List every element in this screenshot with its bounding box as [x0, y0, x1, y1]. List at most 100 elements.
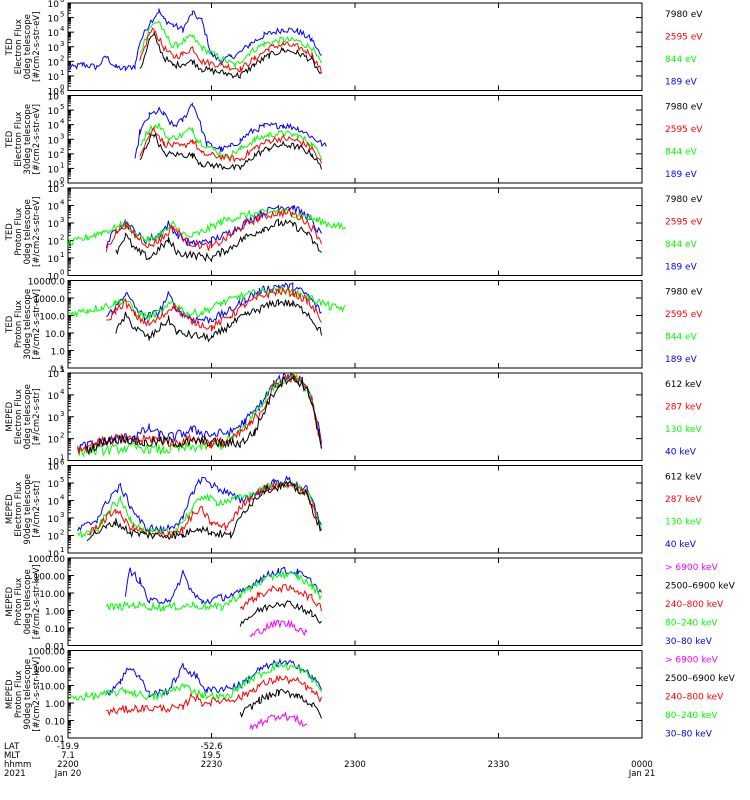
y-axis-label: Electron Flux	[14, 112, 24, 167]
legend-entry: 612 keV	[665, 380, 702, 390]
series-red	[239, 584, 322, 612]
legend-entry: 287 keV	[665, 495, 702, 505]
series-group	[134, 102, 327, 171]
legend-entry: 189 eV	[665, 355, 698, 365]
y-tick-exponent: 4	[60, 494, 65, 502]
y-tick-label: 10	[48, 273, 60, 283]
legend-entry: 2595 eV	[665, 33, 703, 43]
y-tick-label: 10	[48, 29, 60, 39]
y-axis-label: TED	[5, 315, 15, 334]
y-tick-label: 1.0	[51, 348, 66, 358]
series-group	[68, 658, 322, 731]
y-tick-label: 0.01	[45, 643, 65, 653]
legend-entry: 130 keV	[665, 425, 702, 435]
panel-4: 0.1 1.0 10.0 100.0 1000.0 10000.0 TED Proton Fl…	[5, 278, 703, 376]
y-axis-label: 30deg telescope	[23, 104, 33, 175]
y-tick-exponent: 5	[60, 11, 64, 19]
y-axis-label: Proton Flux	[14, 208, 24, 256]
y-tick-exponent: 5	[60, 181, 64, 189]
legend-entry: 7980 eV	[665, 10, 703, 20]
y-tick-label: 10	[48, 165, 60, 175]
y-axis-label: 30deg telescope	[23, 289, 33, 360]
legend-entry: 80–240 keV	[665, 619, 718, 629]
series-group	[68, 204, 346, 263]
legend-entry: 2500–6900 keV	[665, 582, 736, 592]
x-row-label: hhmm	[4, 760, 31, 770]
y-tick-label: 1000.00	[28, 555, 65, 565]
y-tick-label: 10	[48, 458, 60, 468]
legend-entry: 2595 eV	[665, 218, 703, 228]
x-tick-date: Jan 20	[54, 769, 82, 779]
legend-entry: 30–80 keV	[665, 730, 713, 740]
y-tick-label: 10	[48, 498, 60, 508]
panel-frame	[67, 187, 643, 276]
y-tick-label: 10	[48, 0, 60, 10]
series-group	[68, 282, 346, 343]
series-magenta	[249, 711, 308, 731]
y-tick-label: 10	[48, 392, 60, 402]
y-axis-label: TED	[5, 130, 15, 149]
x-tick-label: 0000	[631, 760, 653, 770]
y-tick-label: 10.00	[39, 683, 65, 693]
y-tick-label: 10	[48, 203, 60, 213]
series-red	[87, 480, 322, 538]
y-tick-label: 10	[48, 463, 60, 473]
y-axis-label: [#/cm2-s-str-eV]	[32, 289, 42, 359]
legend-entry: > 6900 keV	[665, 563, 719, 573]
x-tick-label: 2330	[488, 760, 510, 770]
series-green	[77, 373, 322, 458]
y-tick-exponent: 4	[60, 388, 65, 396]
panel-frame	[67, 95, 643, 184]
series-blue	[134, 102, 327, 159]
y-tick-exponent: 1	[60, 251, 64, 259]
x-tick-date: Jan 21	[628, 769, 656, 779]
y-axis-label: [#/cm2-s-str-keV]	[32, 657, 42, 732]
y-axis-label: [#/cm2-s-str-eV]	[32, 197, 42, 267]
y-axis-label: MEPED	[5, 679, 15, 709]
y-tick-exponent: 3	[60, 40, 64, 48]
y-tick-label: 10	[48, 185, 60, 195]
y-tick-label: 10	[48, 136, 60, 146]
panel-frame	[67, 280, 643, 369]
series-black	[139, 32, 322, 79]
y-tick-exponent: 6	[60, 0, 65, 4]
y-axis-label: Electron Flux	[14, 19, 24, 74]
y-tick-label: 10.0	[45, 330, 65, 340]
series-group	[105, 566, 322, 638]
y-tick-exponent: 1	[60, 69, 64, 77]
series-black	[115, 299, 322, 343]
legend-entry: 7980 eV	[665, 288, 703, 298]
y-tick-exponent: 2	[60, 234, 64, 242]
series-red	[106, 286, 322, 332]
y-axis-label: [#/cm2-s-str]	[32, 481, 42, 538]
y-tick-label: 0.10	[45, 625, 65, 635]
x-tick-mlt: 7.1	[61, 751, 75, 761]
panel-frame	[67, 465, 643, 554]
panel-frame	[67, 557, 643, 646]
y-axis-label: [#/cm2-s-str-eV]	[32, 104, 42, 174]
series-black	[115, 218, 322, 263]
y-tick-exponent: 1	[60, 161, 64, 169]
y-tick-exponent: 5	[60, 476, 64, 484]
legend-entry: 844 eV	[665, 55, 698, 65]
y-axis-label: TED	[5, 223, 15, 242]
legend-entry: 7980 eV	[665, 195, 703, 205]
y-tick-exponent: 0	[60, 84, 64, 92]
y-tick-label: 0.10	[45, 718, 65, 728]
y-tick-label: 10	[48, 180, 60, 190]
legend-entry: 2500–6900 keV	[665, 674, 736, 684]
y-tick-label: 10	[48, 515, 60, 525]
y-axis-label: 90deg telescope	[23, 659, 33, 730]
y-tick-exponent: 2	[60, 432, 64, 440]
y-tick-label: 1.00	[45, 700, 65, 710]
y-axis-label: 0deg telescope	[23, 14, 33, 79]
y-tick-exponent: 6	[60, 89, 65, 97]
legend-entry: 40 keV	[665, 448, 697, 458]
y-tick-label: 10	[48, 220, 60, 230]
series-black	[86, 480, 322, 542]
y-tick-exponent: 2	[60, 54, 64, 62]
y-tick-label: 100.00	[34, 573, 66, 583]
